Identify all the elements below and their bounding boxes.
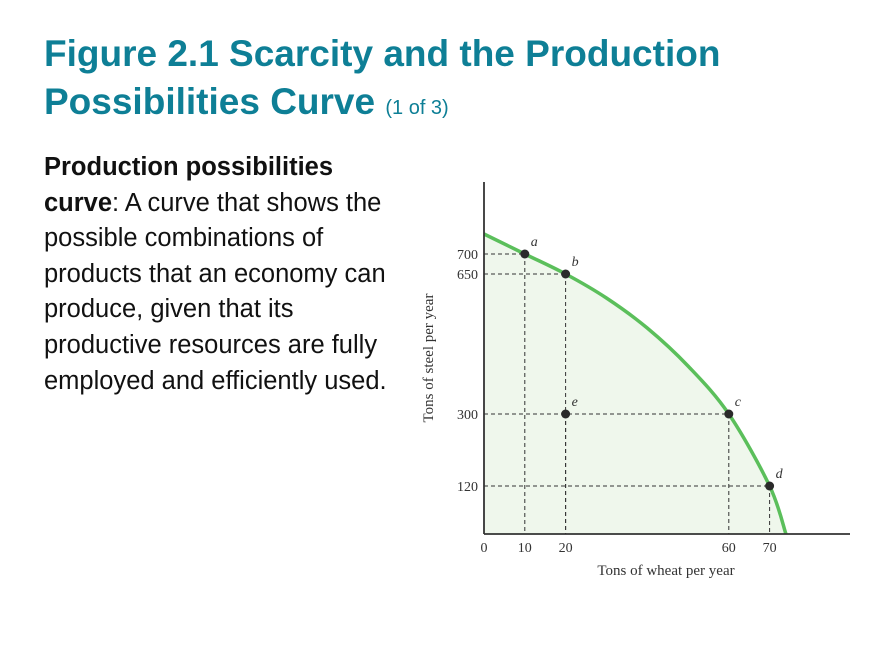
feasible-region-fill [484,234,786,534]
x-tick-label: 60 [722,541,736,556]
data-point-e [561,409,571,419]
ppc-curve-line [483,232,788,535]
slide-title: Figure 2.1 Scarcity and the Production P… [44,30,864,132]
point-label-d: d [776,467,784,482]
title-sub: (1 of 3) [385,97,449,119]
y-tick-label: 650 [457,268,478,283]
y-tick-label: 120 [457,480,478,495]
data-point-d [765,481,775,491]
definition-term: Production possibilities curve [44,153,334,217]
point-label-c: c [735,395,742,410]
data-point-a [520,249,530,259]
point-label-a: a [531,235,538,250]
point-label-e: e [572,395,578,410]
data-point-b [561,269,571,279]
x-tick-label: 20 [559,541,573,556]
point-label-b: b [572,255,579,270]
x-tick-label: 10 [518,541,532,556]
definition-text: Production possibilities curve: A curve … [44,150,394,399]
x-axis-title: Tons of wheat per year [597,563,734,579]
data-point-c [724,409,734,419]
definition-body: : A curve that shows the possible combin… [44,188,387,395]
x-tick-label: 70 [763,541,777,556]
y-tick-label: 300 [457,408,478,423]
title-main: Figure 2.1 Scarcity and the Production P… [44,33,721,122]
y-axis-title: Tons of steel per year [421,294,437,423]
x-tick-label: 0 [481,541,488,556]
y-tick-label: 700 [457,248,478,263]
